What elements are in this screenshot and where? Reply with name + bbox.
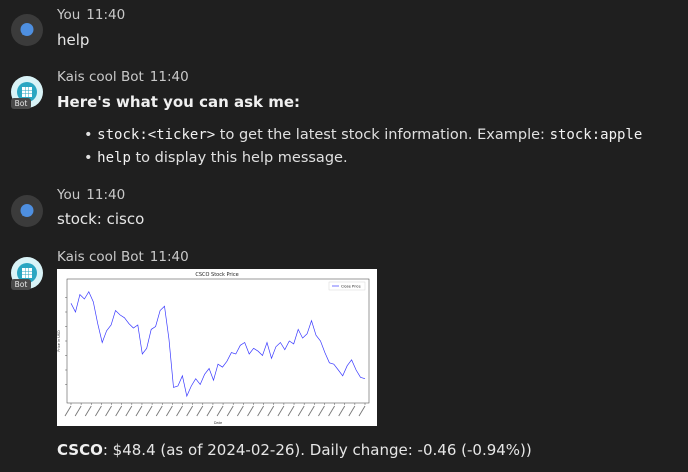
x-tick-label	[95, 405, 102, 417]
x-tick-label	[155, 405, 163, 417]
help-item-text: to display this help message.	[130, 150, 348, 166]
message-text: stock: cisco	[57, 210, 145, 228]
plot-frame	[66, 278, 370, 404]
x-tick-label	[125, 405, 133, 417]
message-time: 11:40	[86, 7, 126, 23]
legend-label: Close Price	[341, 285, 361, 289]
code-stock: stock:<ticker>	[97, 127, 216, 143]
x-tick-label	[267, 405, 275, 417]
x-tick-label	[277, 405, 285, 417]
help-item-stock: stock:<ticker> to get the latest stock i…	[84, 124, 642, 147]
code-example: stock:apple	[549, 127, 643, 143]
x-tick-label	[297, 405, 305, 417]
chat-bubble-icon	[20, 204, 34, 217]
bot-grid-icon	[17, 263, 37, 283]
x-tick-label	[226, 405, 234, 417]
message-meta: You 11:40	[57, 7, 125, 23]
stock-ticker: CSCO	[57, 441, 103, 459]
help-heading: Here's what you can ask me:	[57, 93, 301, 111]
message-time: 11:40	[149, 249, 189, 265]
sender-name: You	[57, 7, 81, 23]
x-tick-label	[186, 405, 194, 417]
message-time: 11:40	[149, 69, 189, 85]
x-tick-label	[176, 405, 183, 417]
user-avatar[interactable]	[11, 14, 43, 46]
legend: Close Price	[328, 281, 366, 291]
x-tick-label	[358, 405, 366, 417]
stock-summary: CSCO: $48.4 (as of 2024-02-26). Daily ch…	[57, 441, 532, 459]
x-tick-label	[64, 405, 72, 417]
x-tick-label	[105, 405, 112, 417]
x-tick-label	[247, 405, 254, 417]
sender-name: Kais cool Bot	[57, 249, 144, 265]
chat-bubble-icon	[20, 23, 34, 36]
x-tick-label	[257, 405, 265, 417]
x-tick-label	[84, 405, 92, 417]
message-meta: Kais cool Bot 11:40	[57, 69, 189, 85]
message-meta: You 11:40	[57, 187, 125, 203]
x-tick-label	[328, 405, 335, 417]
stock-chart-image[interactable]: CSCO Stock Price Close Price Price in US…	[57, 269, 377, 426]
x-axis-label: Date	[214, 421, 222, 425]
help-item-text: to get the latest stock information. Exa…	[215, 127, 550, 143]
sender-name: Kais cool Bot	[57, 69, 144, 85]
x-tick-label	[206, 405, 214, 417]
x-tick-label	[135, 405, 143, 417]
x-tick-label	[145, 405, 153, 417]
sender-name: You	[57, 187, 81, 203]
x-tick-label	[165, 405, 173, 417]
stock-chart: CSCO Stock Price Close Price Price in US…	[57, 272, 370, 425]
help-item-help: help to display this help message.	[84, 147, 642, 170]
bot-grid-icon	[17, 82, 37, 102]
user-avatar[interactable]	[11, 195, 43, 227]
x-tick-label	[196, 405, 204, 417]
x-tick-label	[74, 405, 82, 417]
x-tick-label	[307, 405, 315, 417]
bot-badge: Bot	[11, 279, 31, 290]
x-tick-label	[318, 405, 325, 417]
help-list: stock:<ticker> to get the latest stock i…	[84, 124, 642, 170]
x-tick-label	[236, 405, 244, 417]
x-tick-label	[338, 405, 346, 417]
y-axis-label: Price in USD	[57, 330, 61, 352]
x-tick-label	[216, 405, 224, 417]
bot-badge: Bot	[11, 98, 31, 109]
x-tick-label	[115, 405, 123, 417]
series-line	[70, 290, 366, 398]
x-tick-label	[348, 405, 356, 417]
stock-summary-text: : $48.4 (as of 2024-02-26). Daily change…	[102, 441, 532, 459]
code-help: help	[97, 150, 131, 166]
message-meta: Kais cool Bot 11:40	[57, 249, 189, 265]
x-tick-label	[287, 405, 295, 417]
message-time: 11:40	[86, 187, 126, 203]
message-text: help	[57, 31, 90, 49]
chart-title: CSCO Stock Price	[195, 272, 238, 278]
